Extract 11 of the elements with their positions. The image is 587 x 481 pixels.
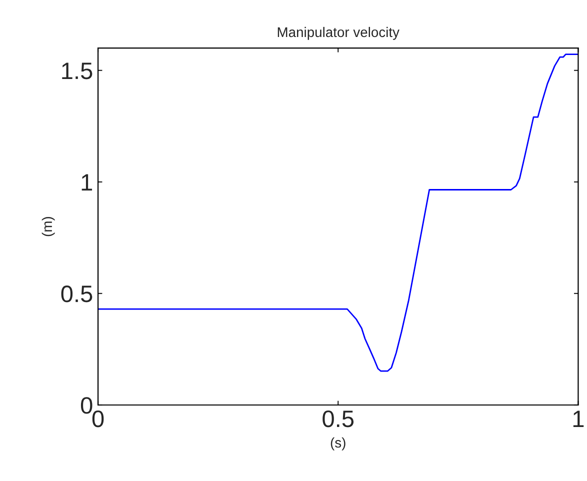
y-tick-label: 0.5 (61, 286, 92, 302)
y-tick-label: 1 (82, 174, 92, 190)
chart-title: Manipulator velocity (278, 26, 400, 40)
x-tick-label: 0.5 (322, 410, 354, 428)
x-tick-label: 1 (573, 410, 584, 427)
line-series (98, 54, 578, 372)
y-tick-label: 0 (80, 397, 92, 414)
y-tick-label: 1.5 (62, 62, 92, 80)
x-tick-label: 0 (92, 410, 104, 428)
y-axis-title: (m) (42, 217, 55, 236)
x-axis-title: (s) (330, 437, 346, 450)
